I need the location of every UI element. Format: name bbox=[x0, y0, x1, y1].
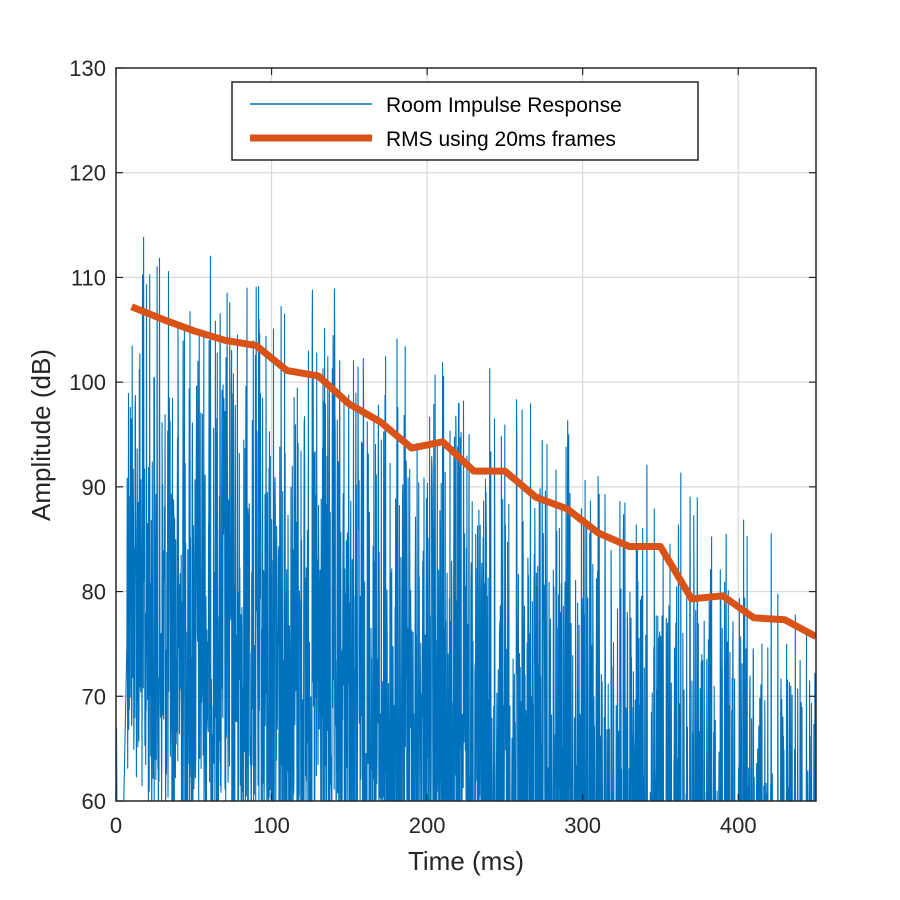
x-tick-label: 200 bbox=[409, 813, 446, 838]
x-axis-label: Time (ms) bbox=[408, 846, 524, 876]
legend: Room Impulse Response RMS using 20ms fra… bbox=[231, 81, 699, 161]
y-tick-label: 80 bbox=[82, 580, 106, 605]
legend-box bbox=[231, 81, 699, 161]
x-tick-label: 0 bbox=[110, 813, 122, 838]
x-tick-label: 400 bbox=[720, 813, 757, 838]
y-tick-label: 130 bbox=[69, 56, 106, 81]
y-axis-label: Amplitude (dB) bbox=[26, 349, 56, 521]
x-tick-label: 300 bbox=[564, 813, 601, 838]
legend-label-rms: RMS using 20ms frames bbox=[386, 128, 616, 151]
x-tick-label: 100 bbox=[253, 813, 290, 838]
axes-box bbox=[115, 67, 817, 802]
y-tick-label: 70 bbox=[82, 684, 106, 709]
y-tick-label: 100 bbox=[69, 370, 106, 395]
y-tick-label: 90 bbox=[82, 475, 106, 500]
y-tick-label: 110 bbox=[71, 265, 106, 290]
plot-area bbox=[116, 236, 816, 801]
series-room-impulse-response bbox=[116, 236, 816, 801]
y-tick-label: 60 bbox=[82, 789, 106, 814]
y-tick-label: 120 bbox=[69, 161, 106, 186]
ticks: 0 100 200 300 400 60 70 80 90 100 110 120 130 bbox=[69, 56, 816, 838]
legend-label-rir: Room Impulse Response bbox=[386, 94, 622, 117]
